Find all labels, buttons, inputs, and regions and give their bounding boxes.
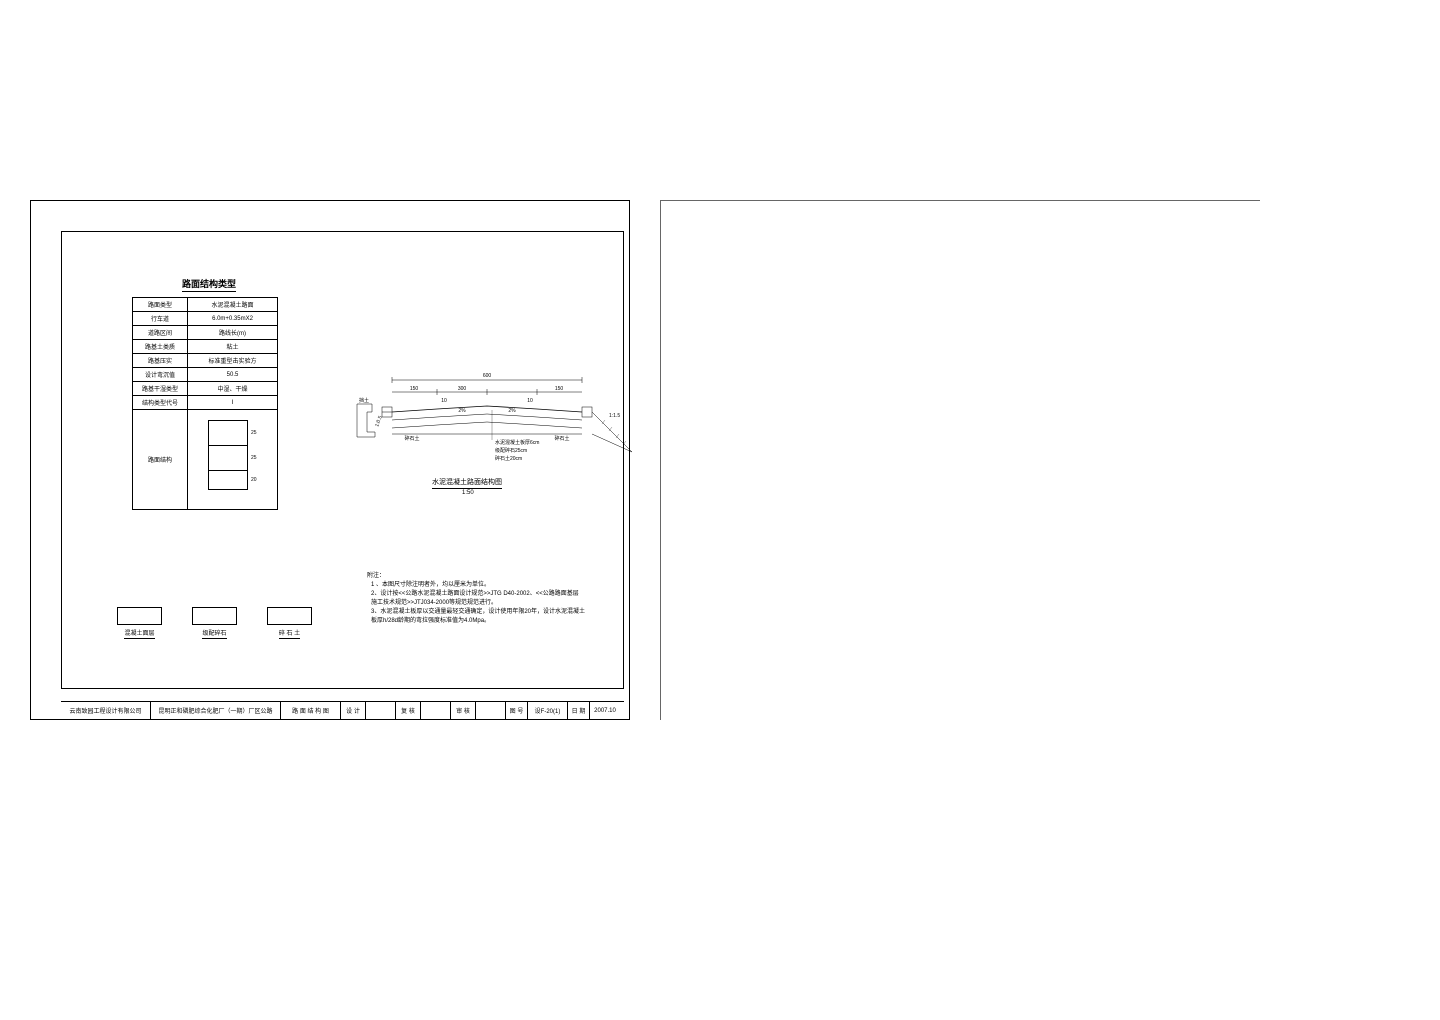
svg-text:级配碎石25cm: 级配碎石25cm [495,447,527,454]
param-label: 道路区间 [133,326,188,340]
notes-block: 附注： 1 、本图尺寸除注明者外，均以厘米为单位。2、设计按<<公路水泥混凝土路… [367,572,585,626]
param-label: 结构类型代号 [133,396,188,410]
svg-text:10: 10 [527,398,533,404]
cross-section-scale: 1:50 [462,490,474,496]
svg-text:碎石土: 碎石土 [554,435,569,442]
svg-text:150: 150 [555,386,564,392]
note-line: 1 、本图尺寸除注明者外，均以厘米为单位。 [379,581,585,590]
date-value: 2007.10 [590,702,620,719]
svg-text:300: 300 [458,386,467,392]
cross-section-title: 水泥混凝土路面结构图 [432,477,502,489]
svg-text:2%: 2% [458,408,466,414]
param-value: Ⅰ [188,396,278,410]
param-value: 50.5 [188,368,278,382]
param-value: 粘土 [188,340,278,354]
svg-text:10: 10 [441,398,447,404]
check-value [421,702,451,719]
date-label: 日 期 [568,702,590,719]
svg-text:挡土: 挡土 [359,397,369,404]
param-value: 路线长(m) [188,326,278,340]
svg-text:碎石土: 碎石土 [404,435,419,442]
struct-layers: 252520 [188,410,278,510]
svg-text:1:1.5: 1:1.5 [609,413,620,419]
check-label: 复 核 [396,702,421,719]
drawing-frame: 路面结构类型 路面类型水泥混凝土路面行车道6.0m+0.35mX2道路区间路线长… [61,231,624,689]
note-line: 板厚h/28d龄期的弯拉强度标准值为4.0Mpa。 [379,617,585,626]
drawing-sheet: 路面结构类型 路面类型水泥混凝土路面行车道6.0m+0.35mX2道路区间路线长… [30,200,630,720]
legend-item: 碎 石 土 [267,607,312,639]
design-label: 设 计 [341,702,366,719]
param-label: 路基干湿类型 [133,382,188,396]
svg-text:1:0.5: 1:0.5 [374,415,384,428]
param-value: 6.0m+0.35mX2 [188,312,278,326]
total-width-dim: 600 [483,373,492,379]
legend: 混凝土面层级配碎石碎 石 土 [117,607,312,639]
note-line: 施工技术规范>>JTJ034-2000等规范规范进行。 [379,599,585,608]
drawing-name: 路 面 结 构 图 [281,702,341,719]
struct-label: 路面结构 [133,410,188,510]
project-name: 昆明正和磷肥综合化肥厂（一期）厂区公路 [151,702,281,719]
adjacent-sheet [660,200,1260,720]
param-value: 中湿、干燥 [188,382,278,396]
notes-title: 附注： [367,572,585,581]
company-name: 云南致园工程设计有限公司 [61,702,151,719]
note-line: 3、水泥混凝土板厚以交通量最轻交通确定，设计使用年限20年，设计水泥混凝土 [379,608,585,617]
note-line: 2、设计按<<公路水泥混凝土路面设计规范>>JTG D40-2002、<<公路路… [379,590,585,599]
title-block: 云南致园工程设计有限公司 昆明正和磷肥综合化肥厂（一期）厂区公路 路 面 结 构… [61,701,624,719]
drawing-no: 设F-20(1) [528,702,568,719]
svg-text:2%: 2% [508,408,516,414]
drawing-no-label: 图 号 [506,702,528,719]
section-title: 路面结构类型 [182,277,236,292]
param-label: 行车道 [133,312,188,326]
param-label: 设计弯沉值 [133,368,188,382]
param-label: 路面类型 [133,298,188,312]
svg-text:碎石土20cm: 碎石土20cm [495,455,522,462]
param-value: 水泥混凝土路面 [188,298,278,312]
param-value: 标准重型击实验方 [188,354,278,368]
design-value [366,702,396,719]
legend-item: 混凝土面层 [117,607,162,639]
param-label: 路基压实 [133,354,188,368]
param-label: 路基土类质 [133,340,188,354]
approve-label: 审 核 [451,702,476,719]
approve-value [476,702,506,719]
legend-item: 级配碎石 [192,607,237,639]
svg-text:150: 150 [410,386,419,392]
parameter-table: 路面类型水泥混凝土路面行车道6.0m+0.35mX2道路区间路线长(m)路基土类… [132,297,278,510]
svg-text:水泥混凝土板厚6cm: 水泥混凝土板厚6cm [495,439,539,446]
